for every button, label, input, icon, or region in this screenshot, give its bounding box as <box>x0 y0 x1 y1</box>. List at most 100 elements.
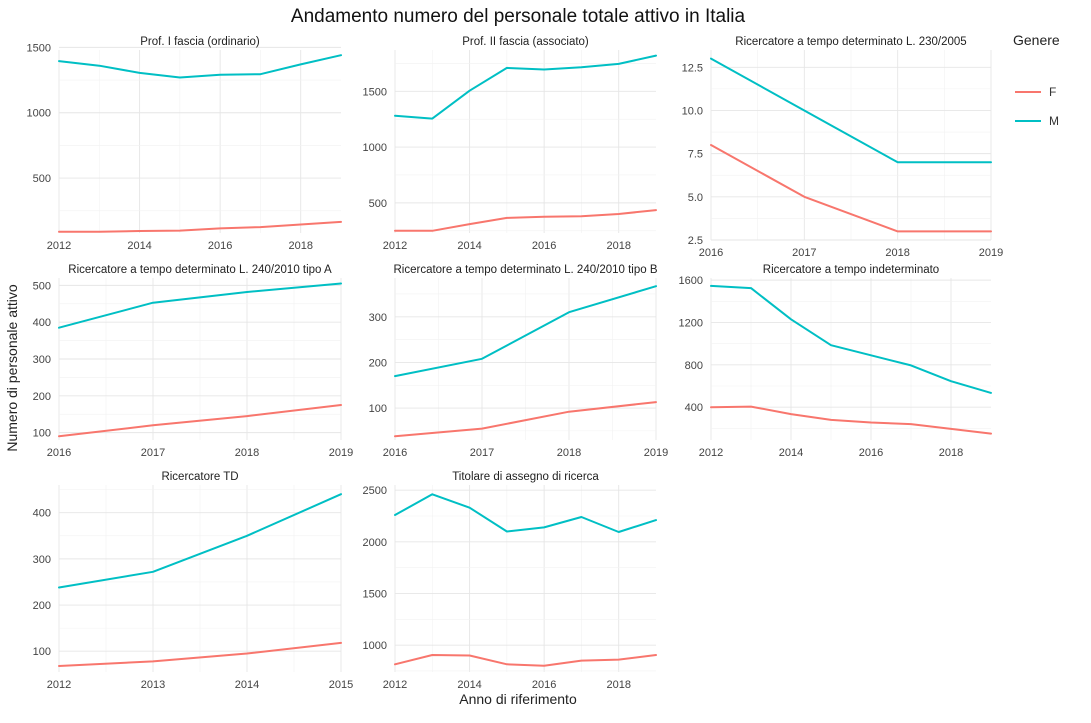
x-tick-label: 2012 <box>383 679 407 691</box>
x-tick-label: 2016 <box>859 447 883 459</box>
y-tick-label: 800 <box>685 360 703 372</box>
x-tick-label: 2018 <box>557 447 581 459</box>
y-tick-label: 2500 <box>363 485 387 497</box>
facet-title: Ricercatore a tempo indeterminato <box>763 264 939 276</box>
facet-panels: Prof. I fascia (ordinario) 2012 2014 2016 20… <box>27 36 1004 691</box>
legend: Genere F M <box>1013 32 1060 128</box>
legend-label-m: M <box>1049 114 1059 128</box>
x-tick-label: 2016 <box>208 240 232 252</box>
y-tick-label: 1600 <box>679 275 703 287</box>
x-tick-label: 2012 <box>47 679 71 691</box>
facet-title: Ricercatore a tempo determinato L. 240/2… <box>68 264 332 276</box>
y-tick-label: 100 <box>33 428 51 440</box>
x-tick-label: 2015 <box>329 679 353 691</box>
x-tick-label: 2019 <box>979 247 1003 259</box>
series-line-f <box>710 144 992 233</box>
series-line-m <box>58 282 342 329</box>
series-line-f <box>394 654 657 667</box>
y-tick-label: 1500 <box>27 42 51 54</box>
x-axis-label: Anno di riferimento <box>459 691 577 707</box>
facet-panel: Ricercatore a tempo indeterminato 2012 201… <box>679 264 992 459</box>
y-tick-label: 400 <box>33 508 51 520</box>
x-tick-label: 2014 <box>457 679 481 691</box>
facet-panel: Ricercatore a tempo determinato L. 230/2… <box>682 36 1004 259</box>
x-tick-label: 2014 <box>779 447 803 459</box>
y-tick-label: 7.5 <box>688 149 703 161</box>
x-tick-label: 2018 <box>288 240 312 252</box>
legend-label-f: F <box>1049 85 1056 99</box>
legend-title: Genere <box>1013 32 1060 48</box>
x-tick-label: 2017 <box>470 447 494 459</box>
x-tick-label: 2018 <box>885 247 909 259</box>
facet-title: Ricercatore TD <box>161 471 238 483</box>
y-tick-label: 12.5 <box>682 62 703 74</box>
facet-panel: Prof. II fascia (associato) 2012 2014 2016 2… <box>363 36 657 252</box>
series-line-f <box>394 401 657 438</box>
y-tick-label: 100 <box>369 403 387 415</box>
series-line-f <box>58 404 342 438</box>
facet-panel: Prof. I fascia (ordinario) 2012 2014 2016 20… <box>27 36 342 252</box>
x-tick-label: 2016 <box>532 240 556 252</box>
y-tick-label: 1200 <box>679 317 703 329</box>
y-tick-label: 2.5 <box>688 235 703 247</box>
y-tick-label: 1000 <box>27 108 51 120</box>
x-tick-label: 2019 <box>329 447 353 459</box>
y-tick-label: 300 <box>369 312 387 324</box>
y-tick-label: 500 <box>33 280 51 292</box>
x-tick-label: 2017 <box>792 247 816 259</box>
x-tick-label: 2014 <box>127 240 151 252</box>
y-tick-label: 300 <box>33 554 51 566</box>
y-tick-label: 400 <box>33 317 51 329</box>
x-tick-label: 2019 <box>644 447 668 459</box>
facet-title: Ricercatore a tempo determinato L. 240/2… <box>393 264 657 276</box>
x-tick-label: 2016 <box>699 247 723 259</box>
x-tick-label: 2014 <box>235 679 259 691</box>
y-tick-label: 200 <box>33 391 51 403</box>
facet-panel: Ricercatore a tempo determinato L. 240/2… <box>369 264 669 459</box>
series-line-f <box>58 220 342 233</box>
series-line-m <box>394 493 657 533</box>
x-tick-label: 2018 <box>939 447 963 459</box>
x-tick-label: 2014 <box>457 240 481 252</box>
series-line-f <box>394 209 657 232</box>
y-tick-label: 10.0 <box>682 105 703 117</box>
series-line-m <box>394 54 657 120</box>
chart-title: Andamento numero del personale totale at… <box>291 6 746 27</box>
y-tick-label: 500 <box>33 173 51 185</box>
facet-title: Prof. I fascia (ordinario) <box>140 36 260 48</box>
y-axis-label: Numero di personale attivo <box>4 284 20 452</box>
series-line-m <box>58 54 342 79</box>
x-tick-label: 2012 <box>699 447 723 459</box>
x-tick-label: 2012 <box>47 240 71 252</box>
x-tick-label: 2017 <box>141 447 165 459</box>
y-tick-label: 100 <box>33 646 51 658</box>
y-tick-label: 500 <box>369 198 387 210</box>
facet-panel: Titolare di assegno di ricerca 2012 2014 20… <box>363 471 657 691</box>
x-tick-label: 2016 <box>47 447 71 459</box>
x-tick-label: 2016 <box>532 679 556 691</box>
y-tick-label: 1000 <box>363 142 387 154</box>
x-tick-label: 2016 <box>383 447 407 459</box>
y-tick-label: 200 <box>33 600 51 612</box>
y-tick-label: 200 <box>369 357 387 369</box>
y-tick-label: 1500 <box>363 588 387 600</box>
series-line-m <box>710 284 992 394</box>
facet-panel: Ricercatore TD 2012 2013 2014 2015 100 200 300 4… <box>33 471 354 691</box>
facet-title: Titolare di assegno di ricerca <box>452 471 599 483</box>
series-line-m <box>710 57 992 164</box>
series-line-m <box>58 493 342 589</box>
y-tick-label: 1500 <box>363 86 387 98</box>
x-tick-label: 2013 <box>141 679 165 691</box>
x-tick-label: 2012 <box>383 240 407 252</box>
series-line-m <box>394 285 657 378</box>
y-tick-label: 300 <box>33 354 51 366</box>
facet-panel: Ricercatore a tempo determinato L. 240/2… <box>33 264 354 459</box>
y-tick-label: 2000 <box>363 537 387 549</box>
x-tick-label: 2018 <box>235 447 259 459</box>
series-line-f <box>58 641 342 667</box>
y-tick-label: 5.0 <box>688 192 703 204</box>
y-tick-label: 400 <box>685 402 703 414</box>
y-tick-label: 1000 <box>363 640 387 652</box>
